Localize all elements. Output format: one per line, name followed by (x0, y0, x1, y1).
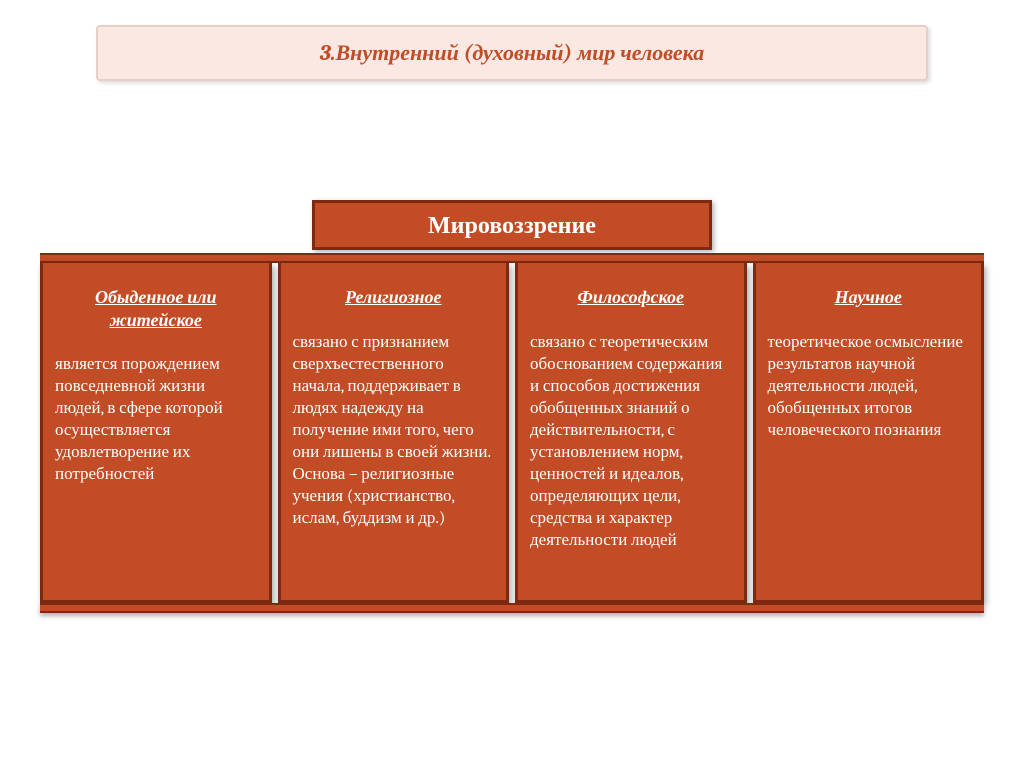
connector-bar-top (40, 253, 984, 263)
connector-bar-bottom (40, 603, 984, 613)
title-banner: 3.Внутренний (духовный) мир человека (96, 25, 928, 81)
card-title: Религиозное (293, 281, 495, 310)
card-everyday: Обыденное или житейское является порожде… (40, 263, 272, 603)
card-title: Обыденное или житейское (55, 281, 257, 332)
card-body: теоретическое осмысление результатов нау… (768, 332, 970, 442)
card-scientific: Научное теоретическое осмысление результ… (753, 263, 985, 603)
page-title: 3.Внутренний (духовный) мир человека (320, 40, 704, 66)
card-religious: Религиозное связано с признанием сверхъе… (278, 263, 510, 603)
center-concept-box: Мировоззрение (312, 200, 712, 250)
cards-row: Обыденное или житейское является порожде… (40, 263, 984, 603)
card-title: Научное (768, 281, 970, 310)
card-body: связано с признанием сверхъестественного… (293, 332, 495, 531)
card-body: является порождением повседневной жизни … (55, 354, 257, 487)
card-philosophical: Философское связано с теоретическим обос… (515, 263, 747, 603)
center-concept-label: Мировоззрение (428, 211, 596, 240)
card-body: связано с теоретическим обоснованием сод… (530, 332, 732, 553)
card-title: Философское (530, 281, 732, 310)
